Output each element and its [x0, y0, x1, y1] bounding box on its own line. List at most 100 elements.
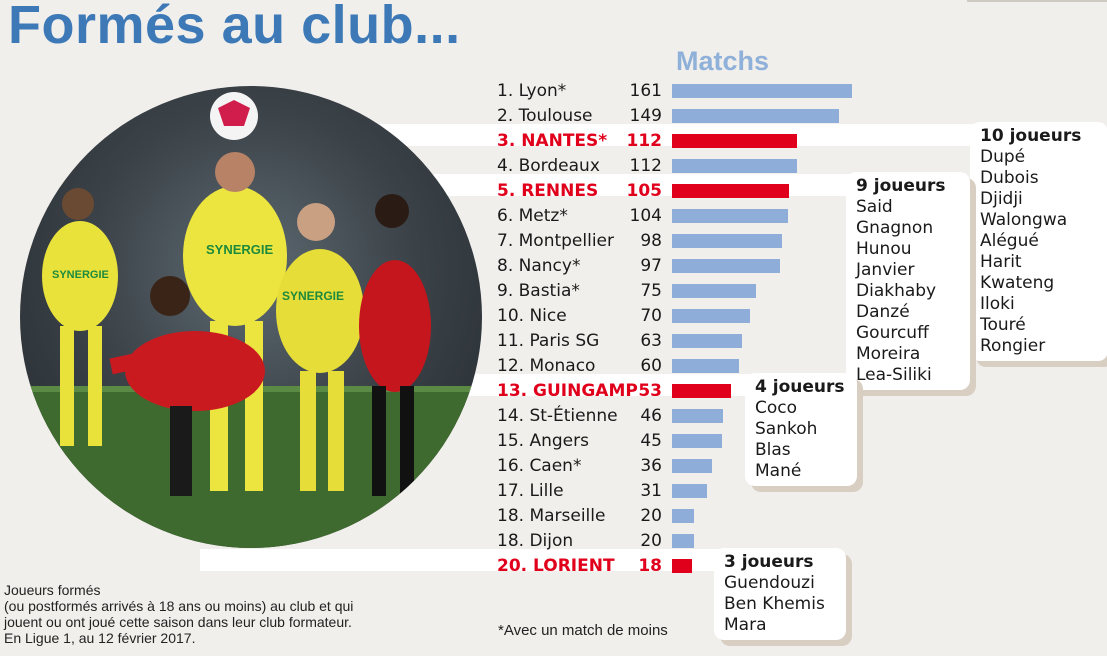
callout-head: 4 joueurs	[755, 377, 845, 397]
footnote: Joueurs formés (ou postformés arrivés à …	[4, 582, 444, 646]
jersey-text: SYNERGIE	[206, 242, 274, 257]
bar-category-label: 1. Lyon*	[497, 81, 566, 101]
bar-value-label: 104	[630, 206, 662, 226]
bar	[672, 459, 712, 473]
callout-player: Guendouzi	[724, 573, 815, 593]
bar-category-label: 4. Bordeaux	[497, 156, 600, 176]
bar-value-label: 20	[640, 531, 662, 551]
bar	[672, 334, 742, 348]
callout-player: Rongier	[980, 336, 1046, 356]
highlight-band-lorient	[200, 549, 730, 571]
bar-value-label: 97	[640, 256, 662, 276]
callout-player: Said	[856, 197, 893, 217]
bar-value-label: 75	[640, 281, 662, 301]
bar-value-label: 105	[627, 181, 663, 201]
callout-player: Walongwa	[980, 210, 1068, 230]
bar-value-label: 98	[640, 231, 662, 251]
jersey-text: SYNERGIE	[282, 289, 344, 303]
bar-category-label: 18. Dijon	[497, 531, 573, 551]
callout-player: Kwateng	[980, 273, 1055, 293]
bar	[672, 234, 782, 248]
bar-category-label: 17. Lille	[497, 481, 564, 501]
bar-category-label: 10. Nice	[497, 306, 567, 326]
callout-head: 10 joueurs	[980, 126, 1082, 146]
callout-player: Harit	[980, 252, 1022, 272]
callout-lorient: 3 joueurs Guendouzi Ben Khemis Mara	[714, 548, 846, 640]
callout-player: Djidji	[980, 189, 1023, 209]
callout-player: Blas	[755, 440, 791, 460]
footnote-line: jouent ou ont joué cette saison dans leu…	[4, 614, 352, 630]
bar-value-label: 18	[638, 556, 662, 576]
bar-value-label: 45	[640, 431, 662, 451]
bar-value-label: 70	[640, 306, 662, 326]
column-label-matchs: Matchs	[676, 46, 770, 76]
bar-value-label: 112	[630, 156, 662, 176]
bar	[672, 534, 694, 548]
callout-player: Dubois	[980, 168, 1039, 188]
bar	[672, 84, 852, 98]
bar	[672, 109, 839, 123]
footnote-line: Joueurs formés	[4, 582, 101, 598]
page-title: Formés au club...	[8, 0, 461, 55]
callout-player-list: Guendouzi Ben Khemis Mara	[724, 573, 836, 636]
bar-value-label: 149	[630, 106, 662, 126]
footnote-line: (ou postformés arrivés à 18 ans ou moins…	[4, 598, 354, 614]
bar-value-label: 31	[640, 481, 662, 501]
callout-player: Gnagnon	[856, 218, 934, 238]
callout-nantes: 10 joueurs Dupé Dubois Djidji Walongwa Alégu…	[970, 122, 1107, 361]
bar-category-label: 18. Marseille	[497, 506, 605, 526]
callout-player: Hunou	[856, 239, 912, 259]
bar	[672, 134, 797, 148]
bar	[672, 359, 739, 373]
corner-rule	[967, 0, 1107, 2]
bar-category-label: 7. Montpellier	[497, 231, 614, 251]
bar-category-label: 9. Bastia*	[497, 281, 580, 301]
bar	[672, 509, 694, 523]
player-figures: SYNERGIE SYNERGIE SYNERGIE	[42, 152, 431, 496]
bar	[672, 259, 780, 273]
bar-category-label: 3. NANTES*	[497, 131, 607, 151]
callout-player: Diakhaby	[856, 281, 937, 301]
bar	[672, 184, 789, 198]
bar-value-label: 112	[627, 131, 663, 151]
bar-category-label: 14. St-Étienne	[497, 404, 618, 426]
bar-value-label: 161	[630, 81, 662, 101]
bar-category-label: 8. Nancy*	[497, 256, 580, 276]
bar	[672, 159, 797, 173]
footnote-line: En Ligue 1, au 12 février 2017.	[4, 630, 196, 646]
bar-value-label: 46	[640, 406, 662, 426]
bar-value-label: 36	[640, 456, 662, 476]
callout-player-list: Dupé Dubois Djidji Walongwa Alégué Harit Kwate…	[980, 147, 1098, 357]
callout-player: Mara	[724, 615, 767, 635]
bar	[672, 434, 722, 448]
callout-player: Danzé	[856, 302, 910, 322]
callout-player: Janvier	[856, 260, 915, 280]
bar-category-label: 2. Toulouse	[497, 106, 593, 126]
bar-category-label: 6. Metz*	[497, 206, 568, 226]
bar-value-label: 63	[640, 331, 662, 351]
bar	[672, 484, 707, 498]
callout-player: Dupé	[980, 147, 1026, 167]
bar-category-label: 13. GUINGAMP	[497, 381, 638, 401]
callout-player: Gourcuff	[856, 323, 929, 343]
bar-value-label: 53	[638, 381, 662, 401]
bar-value-label: 60	[640, 356, 662, 376]
callout-player: Lea-Siliki	[856, 365, 932, 385]
asterisk-note: *Avec un match de moins	[498, 622, 668, 639]
jersey-text: SYNERGIE	[52, 269, 109, 281]
bar	[672, 209, 788, 223]
bar-category-label: 15. Angers	[497, 431, 589, 451]
callout-head: 9 joueurs	[856, 176, 946, 196]
bar	[672, 559, 692, 573]
bar	[672, 409, 723, 423]
callout-player-list: Said Gnagnon Hunou Janvier Diakhaby Danzé Gour…	[856, 197, 960, 386]
callout-player: Touré	[980, 315, 1026, 335]
callout-player: Coco	[755, 398, 798, 418]
callout-player: Moreira	[856, 344, 921, 364]
bar-value-label: 20	[640, 506, 662, 526]
callout-head: 3 joueurs	[724, 552, 814, 572]
bar-category-label: 5. RENNES	[497, 181, 598, 201]
bar-category-label: 20. LORIENT	[497, 556, 615, 576]
callout-player: Ben Khemis	[724, 594, 825, 614]
